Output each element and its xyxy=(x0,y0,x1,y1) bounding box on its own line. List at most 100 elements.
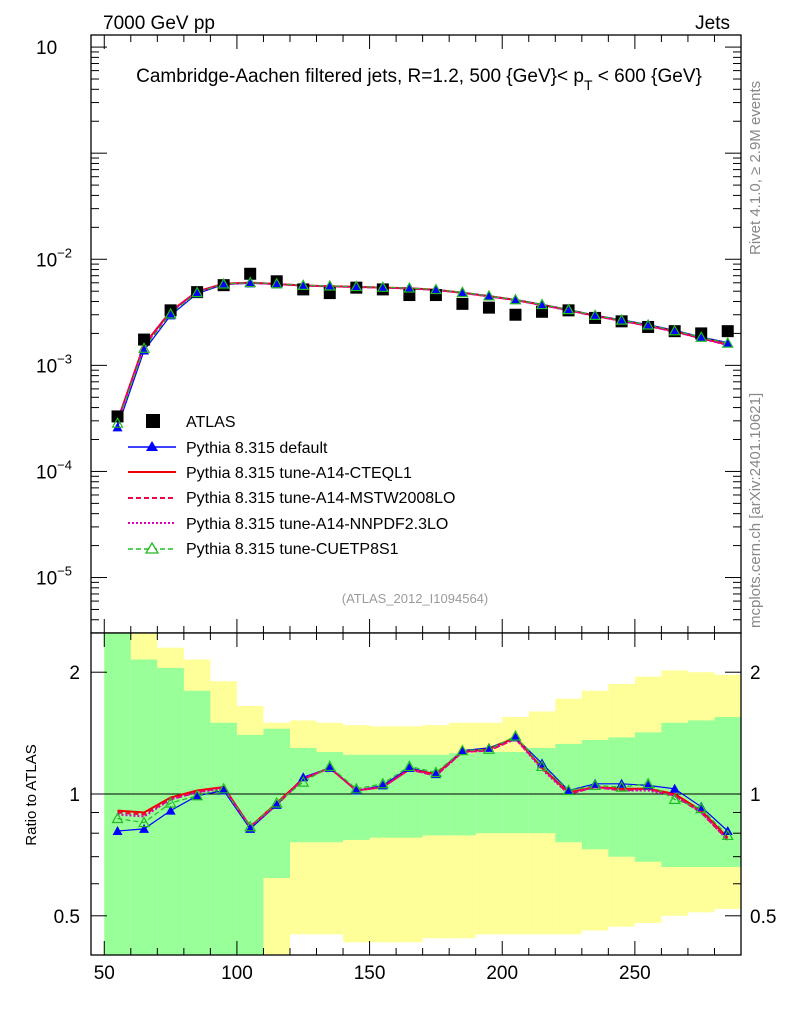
default-point xyxy=(616,314,627,324)
ratio-y-tick-label-left: 1 xyxy=(69,785,80,806)
ratio-default-point xyxy=(563,785,574,795)
legend-cuetp8s1: Pythia 8.315 tune-CUETP8S1 xyxy=(186,541,399,558)
cuetp8s1-point xyxy=(509,293,522,305)
ratio-y-tick-label-right: 1 xyxy=(750,785,761,806)
plot-title-sub: T xyxy=(584,77,593,93)
cuetp8s1-point xyxy=(642,318,655,330)
default-point xyxy=(324,281,335,291)
ratio-band-inner xyxy=(369,754,397,838)
atlas-point xyxy=(721,325,734,338)
default-point xyxy=(298,280,309,290)
ratio-cuetp8s1-point xyxy=(562,784,575,796)
default-point xyxy=(377,282,388,292)
ratio-default-point xyxy=(324,762,335,772)
cuetp8s1-point xyxy=(164,307,177,319)
legend: ATLAS Pythia 8.315 default Pythia 8.315 … xyxy=(128,414,455,558)
x-tick-label: 200 xyxy=(486,963,518,984)
cuetp8s1-point xyxy=(482,289,495,301)
ratio-band-inner xyxy=(343,754,370,840)
cuetp8s1-point xyxy=(350,280,363,292)
ratio-panel: 0.5 0.5 1 1 2 2 xyxy=(54,632,776,956)
ratio-cuetp8s1-point xyxy=(695,802,708,814)
ratio-line-nnpdf xyxy=(117,737,729,841)
atlas-point xyxy=(111,410,124,423)
cuetp8s1-point xyxy=(695,331,708,342)
cuetp8s1-point xyxy=(244,276,257,288)
ratio-band-inner xyxy=(289,747,317,843)
ratio-cuetp8s1-point xyxy=(217,782,230,794)
cuetp8s1-point xyxy=(429,283,442,295)
cuetp8s1-point xyxy=(456,286,469,298)
cuetp8s1-point xyxy=(589,309,602,320)
ratio-cuetp8s1-point xyxy=(536,760,549,772)
ratio-band-inner xyxy=(581,739,609,850)
cuetp8s1-point xyxy=(536,298,549,310)
legend-mstw: Pythia 8.315 tune-A14-MSTW2008LO xyxy=(186,490,455,507)
ratio-cuetp8s1-point xyxy=(164,796,177,808)
atlas-point xyxy=(456,297,469,310)
plot-title-main: Cambridge-Aachen filtered jets, R=1.2, 5… xyxy=(136,66,584,87)
ratio-default-point xyxy=(139,823,150,833)
ratio-cuetp8s1-point xyxy=(403,760,416,772)
legend-cuetp8s1-marker xyxy=(144,541,160,554)
ratio-cuetp8s1-point xyxy=(721,829,734,841)
default-point xyxy=(404,283,415,293)
ratio-cuetp8s1-point xyxy=(111,812,124,824)
analysis-id: (ATLAS_2012_I1094564) xyxy=(342,591,488,606)
ratio-default-point xyxy=(404,762,415,772)
default-point xyxy=(669,325,680,335)
ratio-frame xyxy=(90,632,742,956)
ratio-y-tick-label-right: 2 xyxy=(750,663,761,684)
atlas-point xyxy=(482,301,495,314)
main-frame-bg xyxy=(91,35,741,633)
ratio-band-inner xyxy=(502,752,529,834)
ratio-default-point xyxy=(112,826,123,836)
plot-title: Cambridge-Aachen filtered jets, R=1.2, 5… xyxy=(136,66,702,93)
default-point xyxy=(537,299,548,309)
default-point xyxy=(563,304,574,314)
main-y-tick-label: 10−5 xyxy=(36,564,72,590)
default-point xyxy=(590,310,601,320)
cuetp8s1-point xyxy=(217,277,230,289)
ratio-cuetp8s1-point xyxy=(456,744,469,756)
default-point xyxy=(483,290,494,300)
ratio-default-point xyxy=(192,790,203,800)
ratio-y-tick-label-right: 0.5 xyxy=(750,907,776,928)
cuetp8s1-point xyxy=(403,281,416,293)
ratio-cuetp8s1-point xyxy=(191,789,204,801)
ratio-cuetp8s1-point xyxy=(615,780,628,792)
cuetp8s1-point xyxy=(191,286,204,298)
ratio-y-tick-label-left: 0.5 xyxy=(54,907,80,928)
ratio-default-point xyxy=(669,783,680,793)
cuetp8s1-point xyxy=(376,281,389,292)
x-tick-label: 50 xyxy=(94,963,115,984)
ratio-cuetp8s1-point xyxy=(429,766,442,778)
legend-atlas-marker xyxy=(146,414,160,428)
default-point xyxy=(192,288,203,298)
default-point xyxy=(218,279,229,289)
legend-nnpdf: Pythia 8.315 tune-A14-NNPDF2.3LO xyxy=(186,516,448,533)
x-tick-label: 250 xyxy=(619,963,651,984)
main-y-tick-label: 10−4 xyxy=(36,457,72,483)
jets-label: Jets xyxy=(695,13,730,34)
ratio-band-inner xyxy=(210,722,237,955)
ratio-bands xyxy=(91,633,741,955)
legend-default-marker xyxy=(146,441,158,451)
default-point xyxy=(351,281,362,291)
default-point xyxy=(271,279,282,289)
ratio-cuetp8s1-point xyxy=(589,779,602,791)
ratio-cuetp8s1-point xyxy=(138,816,151,828)
ratio-y-tick-label-left: 2 xyxy=(69,663,80,684)
legend-cteql1: Pythia 8.315 tune-A14-CTEQL1 xyxy=(186,465,412,482)
ratio-cuetp8s1-point xyxy=(668,793,681,804)
ratio-band-inner xyxy=(183,690,211,955)
cuetp8s1-point xyxy=(721,336,734,348)
cuetp8s1-point xyxy=(138,341,151,353)
ratio-line-cuetp8s1 xyxy=(117,735,729,836)
ratio-default-point xyxy=(457,745,468,755)
x-tick-label: 100 xyxy=(221,963,253,984)
default-point xyxy=(510,294,521,304)
atlas-point xyxy=(244,267,257,280)
x-tick-labels: 50 100 150 200 250 xyxy=(94,963,651,984)
